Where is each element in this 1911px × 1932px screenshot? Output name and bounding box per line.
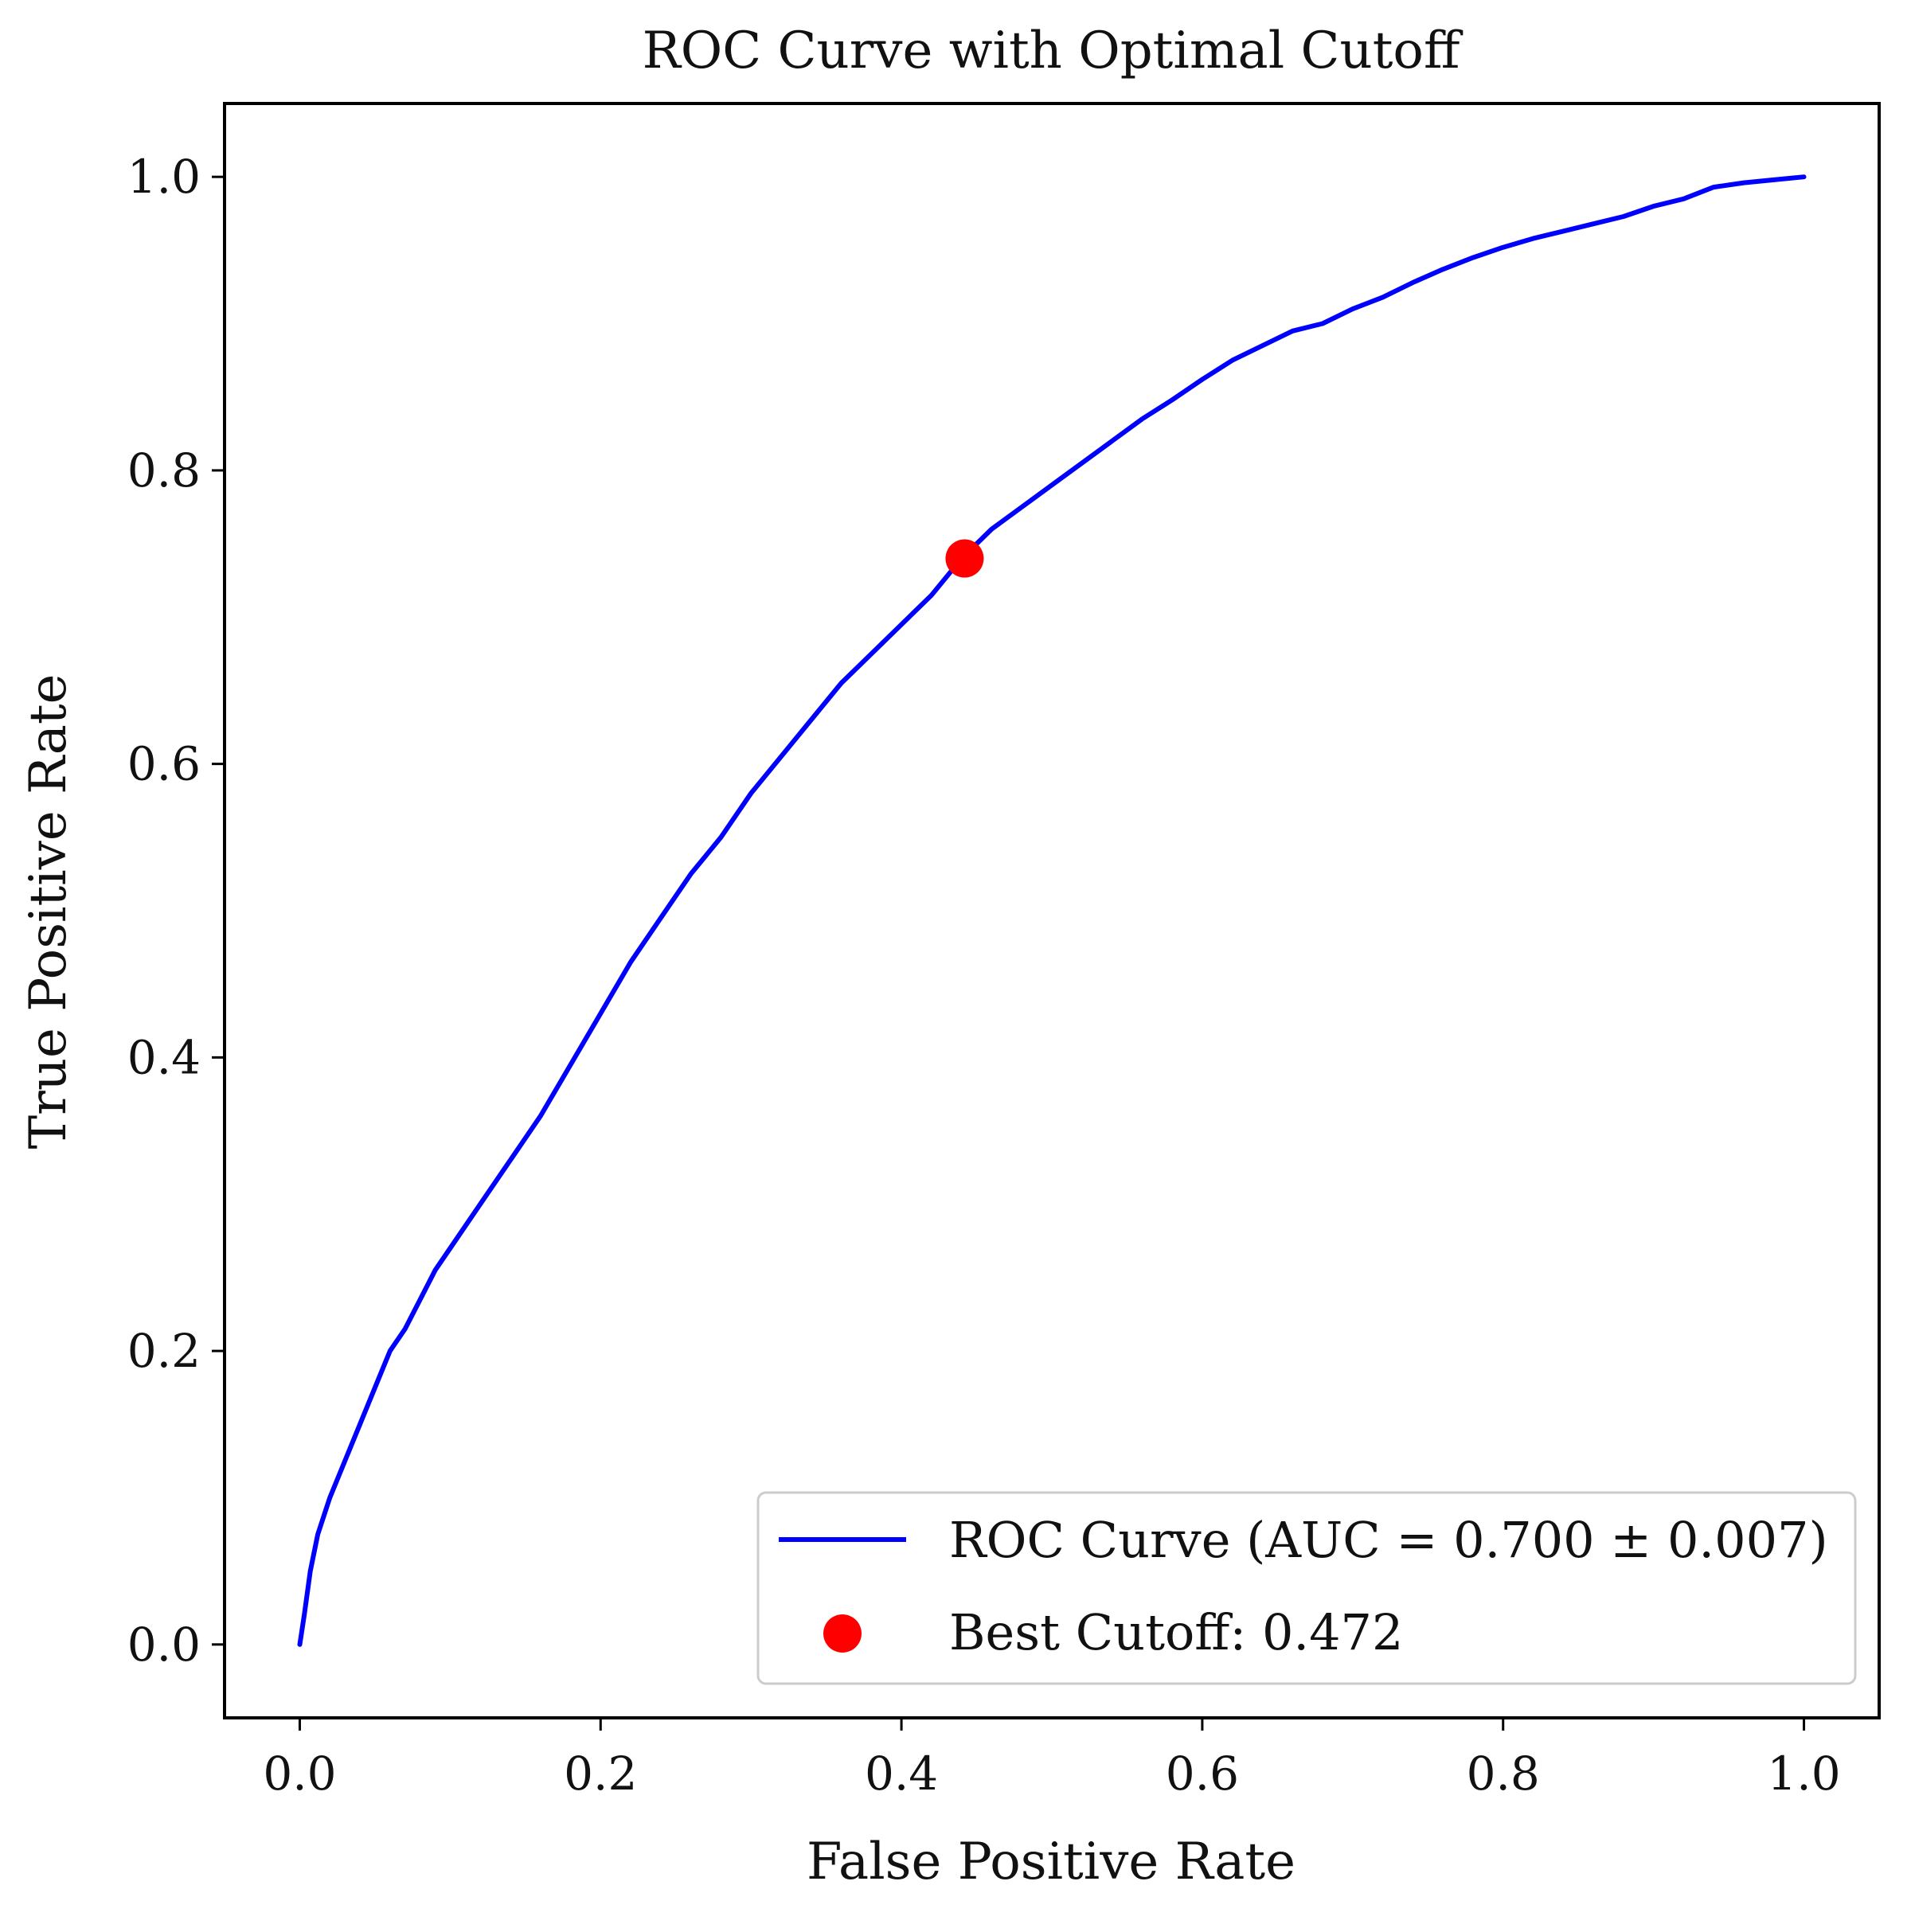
plot-frame [223, 102, 1881, 1719]
y-tick-label: 0.0 [127, 1618, 201, 1672]
y-tick-label: 0.8 [127, 443, 201, 498]
x-tick-label: 0.2 [564, 1747, 637, 1801]
legend-box [756, 1491, 1857, 1685]
roc-curve-line [297, 174, 1807, 1647]
y-axis-label: True Positive Rate [19, 674, 78, 1149]
x-axis-ticks: 0.0 0.2 0.4 0.6 0.8 1.0 [263, 1718, 1841, 1801]
x-tick-label: 0.4 [865, 1747, 938, 1801]
legend-entry-best-cutoff: Best Cutoff: 0.472 [949, 1603, 1403, 1661]
legend-dot-swatch [823, 1614, 862, 1653]
y-tick-label: 0.2 [127, 1324, 201, 1378]
legend-entry-roc-curve: ROC Curve (AUC = 0.700 ± 0.007) [949, 1511, 1828, 1569]
series-layer [297, 174, 1807, 1647]
y-tick-label: 0.4 [127, 1030, 201, 1084]
x-tick-label: 0.6 [1166, 1747, 1239, 1801]
y-axis-ticks: 0.0 0.2 0.4 0.6 0.8 1.0 [127, 150, 225, 1672]
x-axis-label: False Positive Rate [807, 1832, 1295, 1891]
y-tick-label: 1.0 [127, 150, 201, 204]
legend: ROC Curve (AUC = 0.700 ± 0.007) Best Cut… [756, 1491, 1857, 1685]
y-tick-label: 0.6 [127, 737, 201, 791]
chart-title: ROC Curve with Optimal Cutoff [643, 21, 1464, 80]
x-tick-label: 0.8 [1467, 1747, 1540, 1801]
best-cutoff-point [945, 539, 984, 578]
x-tick-label: 0.0 [263, 1747, 336, 1801]
x-tick-label: 1.0 [1767, 1747, 1840, 1801]
